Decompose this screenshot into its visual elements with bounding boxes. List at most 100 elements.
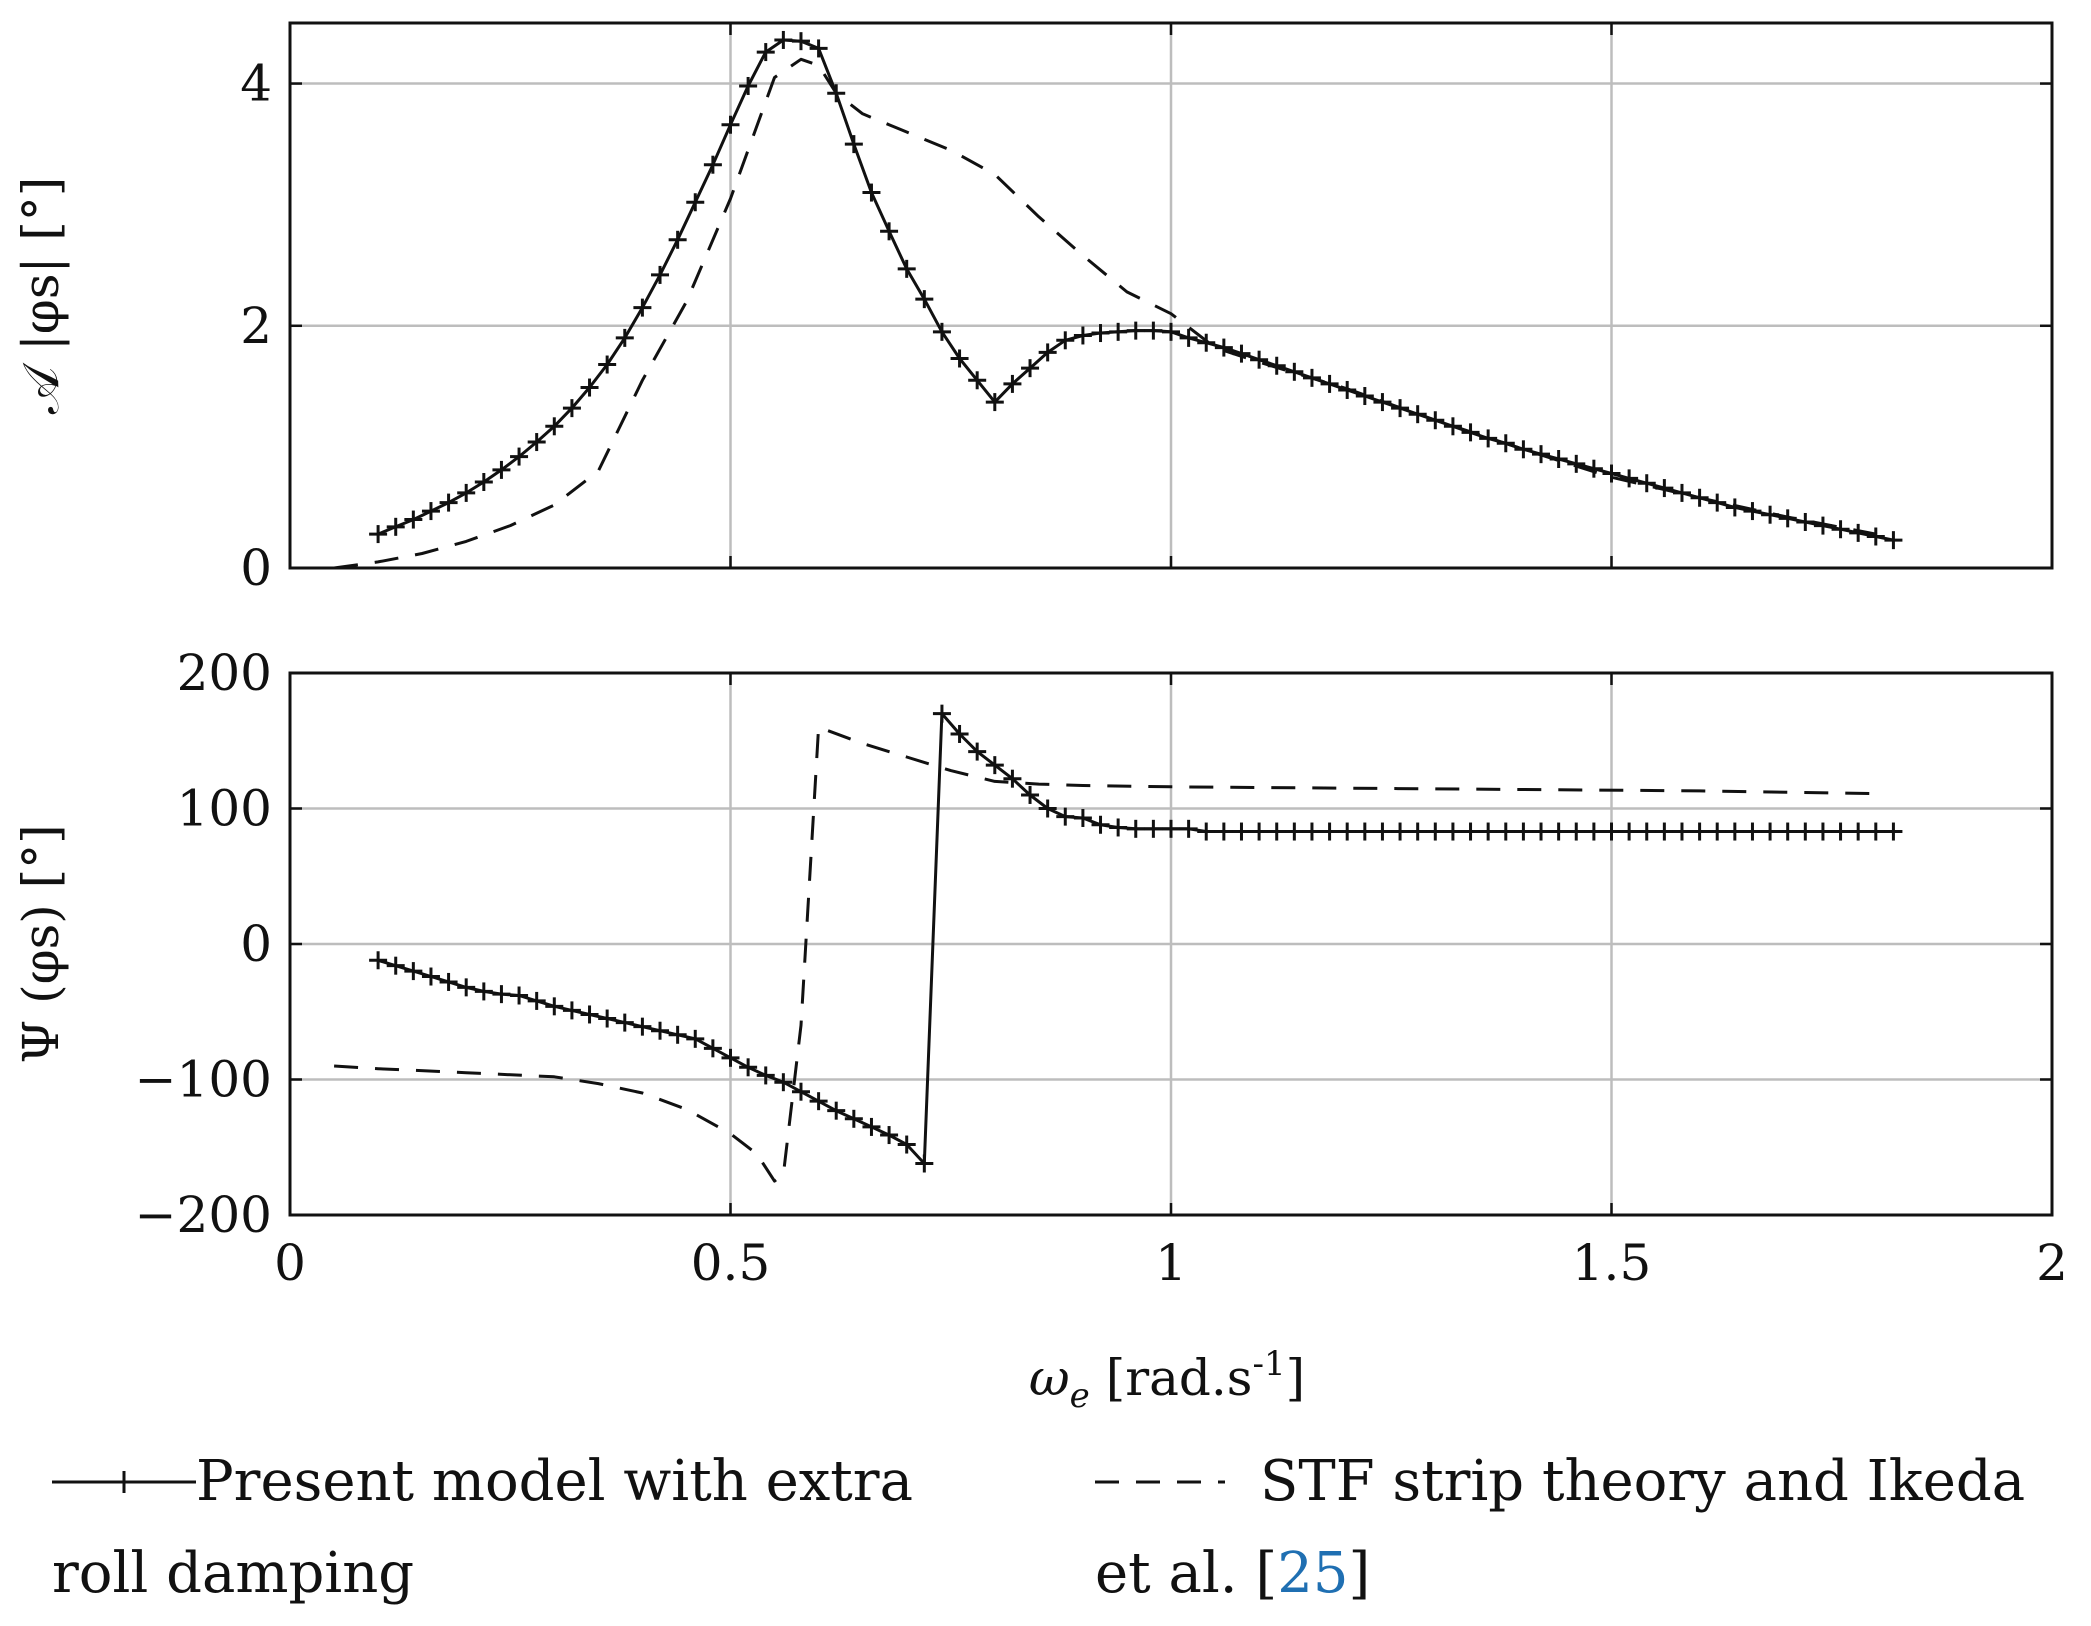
x-tick-label: 1 — [1155, 1234, 1187, 1292]
data-point-marker — [1197, 822, 1216, 841]
y-axis-label: 𝒜 |φs| [°] — [12, 177, 70, 414]
data-point-marker — [950, 724, 969, 743]
data-point-marker — [862, 1117, 881, 1136]
data-point-marker — [1461, 822, 1480, 841]
series-line-present-model — [377, 38, 1894, 542]
data-point-marker — [844, 135, 863, 154]
data-point-marker — [1250, 350, 1269, 369]
x-tick-label: 1.5 — [1572, 1234, 1652, 1292]
data-point-marker — [1567, 454, 1586, 473]
data-point-marker — [915, 290, 934, 309]
data-point-marker — [791, 32, 810, 51]
amplitude-plot-frame — [288, 21, 2054, 570]
data-point-marker — [844, 1109, 863, 1128]
data-point-marker — [1426, 822, 1445, 841]
phase-chart: −200 −100 0 100 200 0 0.5 1 1.5 2 Ψ (φs) [°] — [12, 644, 2068, 1292]
data-point-marker — [1021, 785, 1040, 804]
data-point-marker — [1091, 324, 1110, 343]
data-point-marker — [897, 259, 916, 278]
data-point-marker — [968, 742, 987, 761]
data-point-marker — [1373, 822, 1392, 841]
data-point-marker — [1796, 512, 1815, 531]
citation-link[interactable]: 25 — [1277, 1541, 1348, 1606]
data-point-marker — [439, 972, 458, 991]
data-point-marker — [615, 1013, 634, 1032]
data-point-marker — [1549, 822, 1568, 841]
data-point-marker — [1214, 338, 1233, 357]
x-tick-label: 0 — [274, 1234, 306, 1292]
data-point-marker — [1637, 474, 1656, 493]
data-point-marker — [932, 704, 951, 723]
data-point-marker — [1285, 362, 1304, 381]
data-point-marker — [527, 991, 546, 1010]
data-point-marker — [1144, 321, 1163, 340]
data-point-marker — [774, 30, 793, 49]
data-point-marker — [421, 502, 440, 521]
data-point-marker — [1443, 822, 1462, 841]
data-point-marker — [1866, 527, 1885, 546]
data-point-marker — [1708, 822, 1727, 841]
series-line-stf-ikeda — [334, 725, 1876, 1183]
data-point-marker — [1302, 822, 1321, 841]
data-point-marker — [386, 517, 405, 536]
data-point-marker — [580, 378, 599, 397]
data-point-marker — [1743, 822, 1762, 841]
legend-entry-stf-ikeda: STF strip theory and Ikeda et al. [25] — [1095, 1449, 2025, 1606]
data-point-marker — [1056, 331, 1075, 350]
data-point-marker — [1479, 822, 1498, 841]
x-tick-label: 0.5 — [691, 1234, 771, 1292]
data-point-marker — [1866, 822, 1885, 841]
amplitude-chart: 0 2 4 𝒜 |φs| [°] — [12, 21, 2054, 597]
data-point-marker — [739, 76, 758, 95]
data-point-marker — [510, 447, 529, 466]
y-tick-label: 4 — [240, 55, 272, 113]
data-point-marker — [985, 393, 1004, 412]
y-tick-label: 100 — [177, 780, 272, 838]
data-point-marker — [756, 1066, 775, 1085]
data-point-marker — [633, 298, 652, 317]
data-point-marker — [1320, 374, 1339, 393]
data-point-marker — [1690, 822, 1709, 841]
data-point-marker — [1672, 822, 1691, 841]
data-point-marker — [386, 956, 405, 975]
data-point-marker — [668, 230, 687, 249]
data-point-marker — [1021, 359, 1040, 378]
data-point-marker — [985, 756, 1004, 775]
data-point-marker — [1179, 328, 1198, 347]
data-point-marker — [897, 1135, 916, 1154]
data-point-marker — [562, 399, 581, 418]
phase-plot-frame — [288, 671, 2054, 1217]
data-point-marker — [1567, 822, 1586, 841]
data-point-marker — [1073, 326, 1092, 345]
y-tick-label: 2 — [240, 297, 272, 355]
legend-label-present-model-line2: roll damping — [52, 1541, 414, 1606]
data-point-marker — [1003, 769, 1022, 788]
data-point-marker — [809, 39, 828, 58]
data-point-marker — [1073, 808, 1092, 827]
data-point-marker — [1056, 807, 1075, 826]
data-point-marker — [651, 1021, 670, 1040]
data-point-marker — [880, 1126, 899, 1145]
data-point-marker — [492, 985, 511, 1004]
data-point-marker — [1796, 822, 1815, 841]
legend-label-stf-ikeda-line2: et al. [25] — [1095, 1541, 1370, 1606]
y-tick-label: −200 — [135, 1186, 272, 1244]
data-point-marker — [686, 193, 705, 212]
data-point-marker — [1620, 822, 1639, 841]
data-point-marker — [1162, 322, 1180, 341]
data-point-marker — [1532, 822, 1551, 841]
data-point-marker — [1355, 387, 1374, 406]
legend-entry-present-model: Present model with extra roll damping — [52, 1449, 913, 1606]
data-point-marker — [827, 1101, 846, 1120]
data-point-marker — [404, 962, 423, 981]
data-point-marker — [1637, 822, 1656, 841]
data-point-marker — [1778, 822, 1797, 841]
data-point-marker — [1338, 822, 1357, 841]
data-point-marker — [1285, 822, 1304, 841]
data-point-marker — [1126, 819, 1145, 838]
data-point-marker — [562, 1001, 581, 1020]
data-point-marker — [862, 183, 881, 202]
data-point-marker — [580, 1005, 599, 1024]
data-point-marker — [1725, 822, 1744, 841]
